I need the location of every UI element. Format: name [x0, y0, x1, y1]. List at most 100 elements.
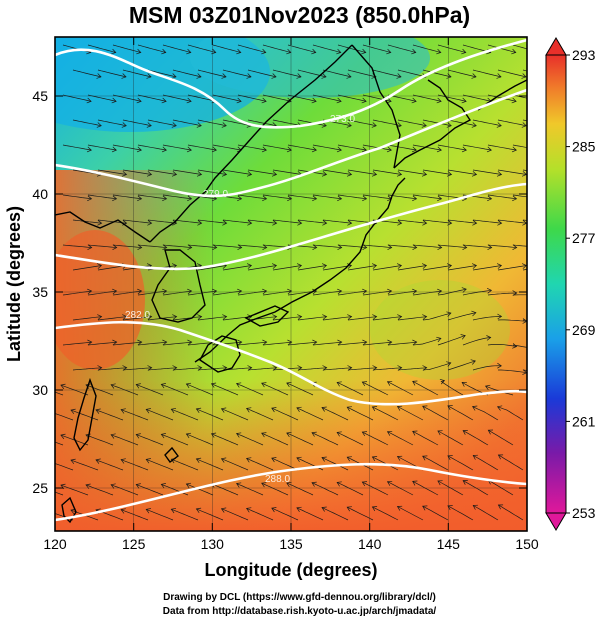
streamline — [212, 244, 242, 248]
streamline-arrowhead — [246, 263, 253, 269]
streamline-arrowhead — [160, 483, 166, 489]
streamline — [397, 367, 427, 371]
streamline-arrowhead — [497, 362, 502, 369]
streamline-arrowhead — [321, 122, 327, 128]
streamline — [487, 292, 517, 296]
streamline — [62, 144, 92, 151]
streamline — [312, 194, 342, 200]
streamline — [336, 432, 364, 446]
streamline-arrowhead — [135, 483, 141, 489]
streamline-arrowhead — [512, 244, 518, 251]
streamline — [437, 430, 464, 446]
y-axis — [55, 95, 527, 489]
colorbar-tick-label: 269 — [572, 322, 596, 338]
streamline-arrowhead — [60, 383, 66, 390]
streamline-arrowhead — [311, 146, 317, 153]
streamline-arrowhead — [70, 408, 76, 415]
streamline-arrowhead — [437, 430, 443, 436]
x-tick-label: 135 — [279, 536, 303, 552]
streamline-arrowhead — [147, 220, 153, 226]
streamline-arrowhead — [447, 455, 453, 461]
streamline — [487, 44, 516, 53]
streamline — [387, 44, 416, 53]
streamline-arrowhead — [346, 122, 352, 128]
streamline — [62, 194, 92, 200]
streamline — [112, 144, 142, 151]
streamline-arrowhead — [387, 339, 393, 346]
streamline-arrowhead — [397, 314, 403, 320]
streamline-arrowhead — [271, 171, 278, 177]
streamline — [322, 219, 352, 224]
streamline — [296, 507, 324, 521]
streamline-arrowhead — [396, 405, 403, 411]
streamline-arrowhead — [346, 73, 352, 79]
streamline-arrowhead — [221, 171, 228, 177]
streamline — [271, 457, 299, 471]
streamline — [162, 44, 191, 53]
streamline-arrowhead — [210, 432, 217, 438]
streamline-arrowhead — [245, 507, 252, 513]
streamline — [472, 119, 502, 127]
streamline — [422, 119, 452, 127]
streamline — [237, 341, 267, 346]
streamline — [72, 119, 102, 127]
streamline — [122, 119, 152, 127]
streamline — [497, 319, 527, 322]
streamline — [272, 316, 302, 321]
streamline-arrowhead — [460, 334, 466, 340]
streamline — [322, 169, 352, 175]
streamline — [488, 429, 514, 446]
streamline-arrowhead — [271, 73, 277, 79]
streamline-arrowhead — [87, 339, 93, 346]
streamline — [312, 44, 341, 53]
streamline-arrowhead — [412, 339, 418, 346]
streamline-arrowhead — [120, 408, 126, 414]
streamline-arrowhead — [372, 314, 378, 320]
streamline — [347, 265, 377, 271]
streamline-arrowhead — [311, 431, 317, 437]
streamline-arrowhead — [336, 381, 342, 387]
streamline-arrowhead — [512, 195, 518, 202]
x-tick-label: 130 — [201, 536, 225, 552]
streamline — [146, 509, 174, 521]
streamline-arrowhead — [262, 244, 268, 251]
x-axis — [54, 37, 528, 531]
streamline-arrowhead — [511, 146, 517, 153]
streamline — [261, 482, 289, 496]
streamline — [236, 383, 264, 396]
streamline-arrowhead — [511, 97, 517, 104]
streamline-arrowhead — [187, 195, 193, 202]
streamline-arrowhead — [387, 244, 393, 251]
streamline — [87, 144, 117, 151]
streamline-arrowhead — [121, 171, 128, 177]
streamline — [55, 441, 64, 446]
streamline-arrowhead — [361, 431, 368, 437]
credit-data: Data from http://database.rish.kyoto-u.a… — [162, 606, 437, 617]
streamline — [321, 407, 349, 421]
streamline — [412, 380, 439, 396]
streamline — [412, 430, 439, 446]
streamline — [172, 119, 202, 127]
streamline — [412, 337, 442, 346]
graticule — [55, 37, 527, 531]
streamline — [187, 44, 216, 53]
streamline — [95, 459, 124, 471]
streamline-arrowhead — [87, 244, 93, 251]
streamline-arrowhead — [220, 507, 227, 513]
streamline — [312, 244, 342, 248]
streamline — [237, 44, 266, 53]
streamline — [70, 459, 99, 471]
streamline — [122, 316, 152, 321]
streamline — [497, 69, 527, 78]
streamline-arrowhead — [136, 146, 142, 153]
streamline-arrowhead — [496, 405, 503, 411]
streamline-arrowhead — [235, 482, 242, 488]
streamline — [211, 383, 239, 396]
streamline-arrowhead — [386, 480, 393, 486]
streamline-arrowhead — [96, 73, 102, 79]
streamline — [246, 508, 274, 521]
streamline-arrowhead — [496, 122, 502, 128]
streamline-arrowhead — [337, 288, 343, 295]
streamline-arrowhead — [112, 244, 118, 251]
y-tick-label: 40 — [32, 186, 48, 202]
